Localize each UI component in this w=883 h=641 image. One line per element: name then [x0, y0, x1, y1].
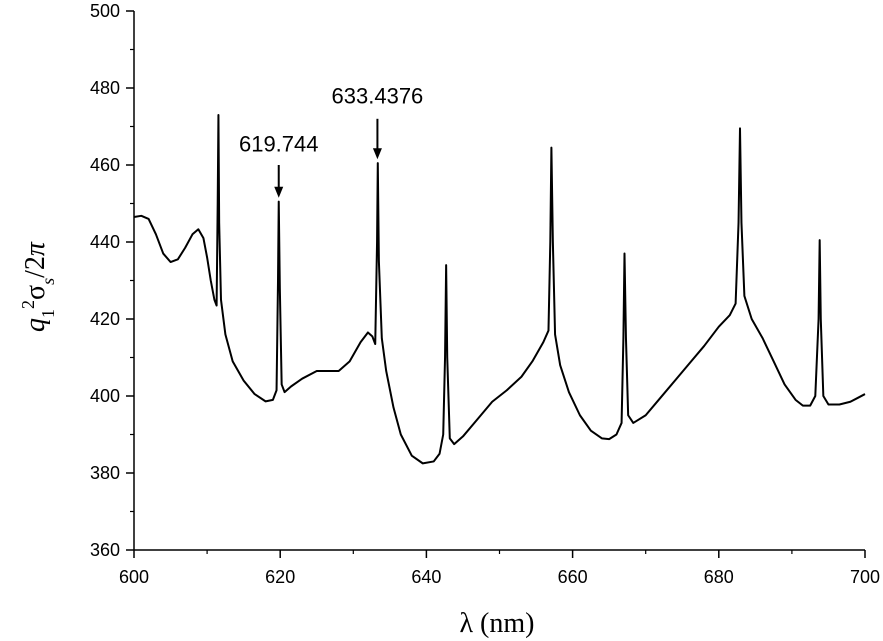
spectrum-line: [133, 113, 866, 465]
axes-frame: [133, 11, 865, 551]
y-axis-ticks: 360 380 400 420 440 460 480 500: [90, 1, 134, 560]
series-layer: [133, 113, 866, 465]
y-tick-label: 380: [90, 463, 120, 483]
y-tick-label: 460: [90, 155, 120, 175]
x-tick-label: 620: [265, 567, 295, 587]
x-tick-label: 600: [119, 567, 149, 587]
annotation-arrowhead: [372, 148, 382, 160]
x-tick-label: 640: [411, 567, 441, 587]
x-tick-label: 660: [558, 567, 588, 587]
y-axis-title-part: 2: [18, 300, 38, 309]
y-axis-title-part: /2: [20, 256, 51, 278]
y-axis-title-part: π: [20, 241, 51, 256]
y-tick-label: 440: [90, 232, 120, 252]
y-tick-label: 400: [90, 386, 120, 406]
y-axis-title: q12σs/2π: [18, 241, 58, 332]
y-axis-title-part: s: [38, 278, 58, 285]
y-axis-title-part: 1: [38, 309, 58, 318]
y-tick-label: 500: [90, 1, 120, 21]
annotation-label: 619.744: [239, 132, 319, 157]
y-tick-label: 480: [90, 78, 120, 98]
x-axis-ticks: 600 620 640 660 680 700: [119, 550, 880, 587]
annotations: 619.744 633.4376: [239, 83, 424, 198]
x-tick-label: 680: [704, 567, 734, 587]
y-axis-title-part: q: [20, 318, 51, 332]
annotation-label: 633.4376: [332, 83, 424, 108]
y-tick-label: 360: [90, 540, 120, 560]
x-axis-title: λ (nm): [459, 608, 534, 639]
annotation-arrowhead: [274, 186, 284, 198]
x-tick-label: 700: [850, 567, 880, 587]
y-tick-label: 420: [90, 309, 120, 329]
y-axis-title-part: σ: [20, 285, 51, 300]
